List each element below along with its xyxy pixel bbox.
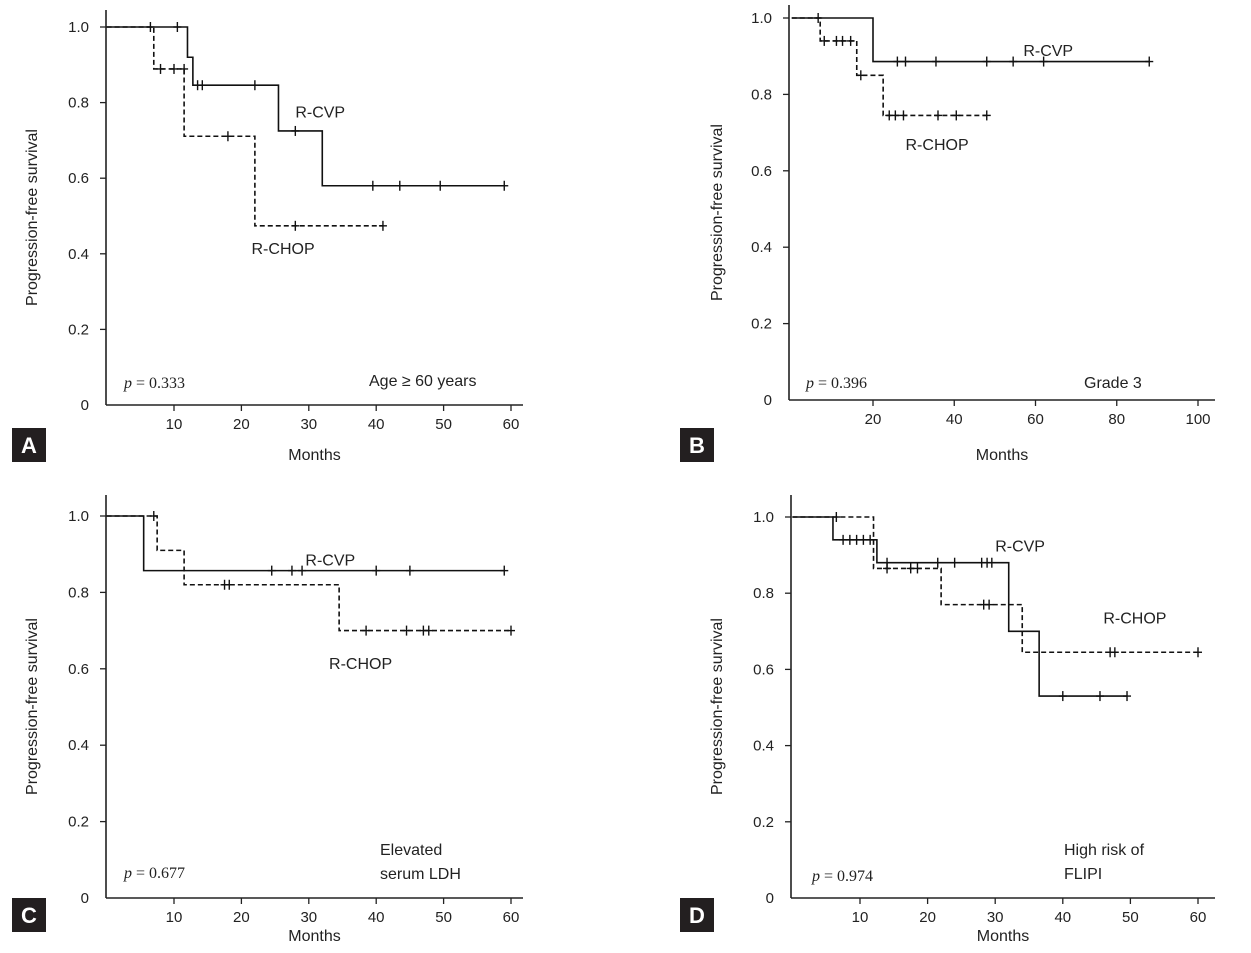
subgroup-annotation: Grade 3 (1084, 375, 1142, 392)
y-axis-label: Progression-free survival (24, 618, 41, 795)
x-tick-label: 60 (1027, 411, 1044, 428)
x-tick-label: 60 (503, 416, 520, 433)
y-axis-label: Progression-free survival (709, 618, 726, 795)
x-tick-label: 30 (300, 416, 317, 433)
y-tick-label: 0 (766, 890, 774, 907)
subgroup-annotation: Age ≥ 60 years (369, 373, 477, 390)
series-label-r-cvp: R-CVP (295, 105, 345, 122)
series-label-r-chop: R-CHOP (329, 656, 392, 673)
panel-C: 0 0.2 0.4 0.6 0.8 1.0 10 20 30 40 50 60 Months Progre… (12, 495, 523, 945)
x-tick-label: 40 (1054, 909, 1071, 926)
p-value: p = 0.396 (805, 375, 867, 392)
x-tick-label: 40 (368, 909, 385, 926)
x-axis-label: Months (288, 928, 340, 945)
series-label-r-chop: R-CHOP (252, 241, 315, 258)
subgroup-annotation: Elevated (380, 842, 442, 859)
y-tick-label: 0.2 (753, 814, 774, 831)
series-r-cvp-curve (106, 26, 505, 187)
series-r-chop-curve (106, 26, 383, 227)
y-tick-label: 0.4 (68, 246, 89, 263)
y-tick-label: 0.6 (68, 170, 89, 187)
x-axis-label: Months (977, 928, 1029, 945)
panel-label-box (12, 428, 46, 462)
y-tick-label: 0.2 (751, 316, 772, 333)
x-tick-label: 60 (503, 909, 520, 926)
x-tick-label: 40 (946, 411, 963, 428)
p-value: p = 0.677 (123, 865, 185, 882)
x-axis-label: Months (288, 447, 340, 464)
x-tick-label: 20 (233, 909, 250, 926)
x-tick-label: 50 (435, 416, 452, 433)
x-axis-label: Months (976, 447, 1028, 464)
series-label-r-chop: R-CHOP (906, 137, 969, 154)
x-tick-label: 10 (166, 416, 183, 433)
series-label-r-cvp: R-CVP (995, 538, 1045, 555)
y-tick-label: 0.2 (68, 321, 89, 338)
x-tick-label: 100 (1185, 411, 1210, 428)
panel-label: D (689, 903, 705, 928)
x-tick-label: 30 (300, 909, 317, 926)
y-tick-label: 0.8 (68, 95, 89, 112)
y-tick-label: 0.4 (68, 737, 89, 754)
subgroup-annotation: serum LDH (380, 866, 461, 883)
y-tick-label: 0.8 (751, 86, 772, 103)
series-label-r-cvp: R-CVP (1023, 43, 1073, 60)
p-value: p = 0.974 (811, 868, 873, 885)
y-tick-label: 1.0 (68, 19, 89, 36)
y-tick-label: 0 (81, 890, 89, 907)
x-tick-label: 30 (987, 909, 1004, 926)
p-value: p = 0.333 (123, 375, 185, 392)
y-tick-label: 0 (81, 397, 89, 414)
series-label-r-chop: R-CHOP (1103, 611, 1166, 628)
y-tick-label: 0.8 (753, 585, 774, 602)
y-tick-label: 1.0 (753, 509, 774, 526)
x-tick-label: 60 (1190, 909, 1207, 926)
x-tick-label: 10 (166, 909, 183, 926)
y-tick-label: 0.2 (68, 814, 89, 831)
subgroup-annotation: High risk of (1064, 842, 1145, 859)
x-tick-label: 20 (919, 909, 936, 926)
series-r-chop-curve (792, 516, 1198, 654)
y-axis-label: Progression-free survival (709, 124, 726, 301)
series-r-chop-curve (791, 17, 987, 117)
y-tick-label: 0 (764, 392, 772, 409)
panel-label: C (21, 903, 37, 928)
x-tick-label: 10 (852, 909, 869, 926)
series-r-cvp-curve (792, 516, 1128, 697)
y-tick-label: 1.0 (751, 10, 772, 27)
y-tick-label: 0.6 (751, 163, 772, 180)
y-tick-label: 1.0 (68, 508, 89, 525)
x-tick-label: 40 (368, 416, 385, 433)
subgroup-annotation: FLIPI (1064, 866, 1102, 883)
y-tick-label: 0.8 (68, 584, 89, 601)
panel-D: 0 0.2 0.4 0.6 0.8 1.0 10 20 30 40 50 60 Months Progre… (680, 495, 1215, 945)
y-tick-label: 0.6 (753, 661, 774, 678)
panel-label-box (680, 898, 714, 932)
y-tick-label: 0.6 (68, 661, 89, 678)
panel-label: A (21, 433, 37, 458)
y-tick-label: 0.4 (751, 239, 772, 256)
x-tick-label: 50 (1122, 909, 1139, 926)
y-tick-label: 0.4 (753, 738, 774, 755)
x-tick-label: 80 (1108, 411, 1125, 428)
panel-B: 0 0.2 0.4 0.6 0.8 1.0 20 40 60 80 100 Months Progres… (680, 5, 1215, 464)
series-label-r-cvp: R-CVP (305, 553, 355, 570)
series-r-chop-curve (106, 515, 511, 632)
panel-label-box (680, 428, 714, 462)
y-axis-label: Progression-free survival (24, 129, 41, 306)
panel-label-box (12, 898, 46, 932)
x-tick-label: 20 (865, 411, 882, 428)
series-r-cvp-curve (791, 17, 1150, 63)
panel-A: 0 0.2 0.4 0.6 0.8 1.0 10 20 30 40 50 60 Months Progre… (12, 10, 523, 464)
x-tick-label: 20 (233, 416, 250, 433)
panel-label: B (689, 433, 705, 458)
x-tick-label: 50 (435, 909, 452, 926)
